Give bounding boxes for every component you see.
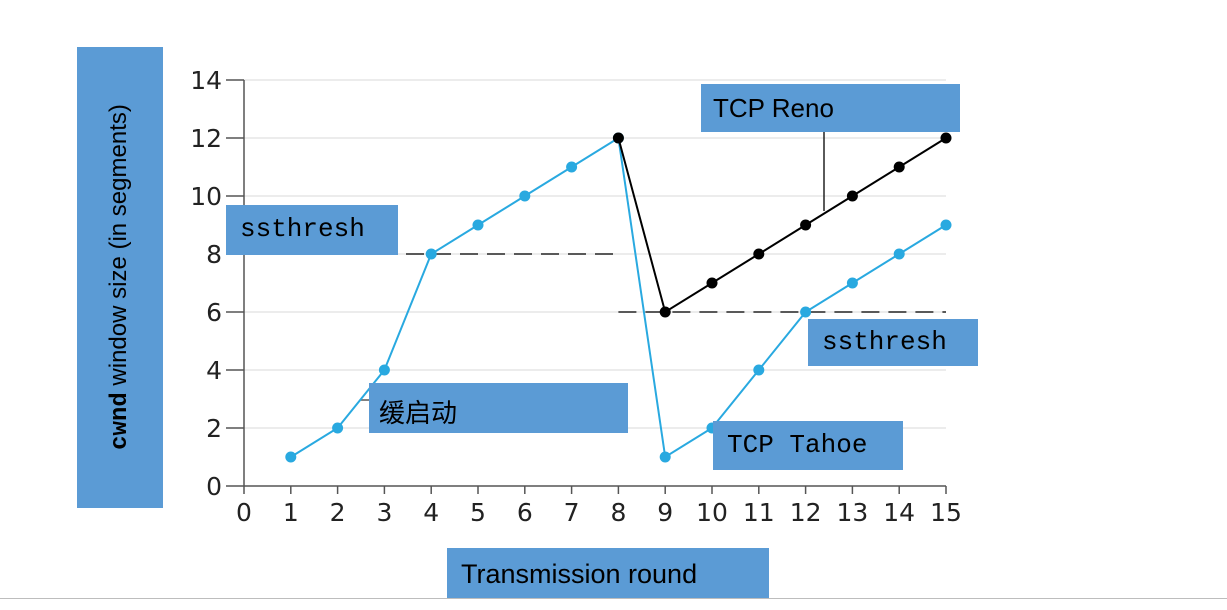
data-point: [893, 161, 905, 173]
x-axis-label: Transmission round: [447, 548, 769, 598]
data-point: [940, 219, 952, 231]
x-tick-label: 14: [883, 498, 915, 527]
data-point: [378, 364, 390, 376]
data-point: [519, 190, 531, 202]
x-tick-label: 9: [657, 498, 673, 527]
y-tick-label: 12: [190, 124, 222, 153]
tcp-tahoe-callout: TCP Tahoe: [713, 421, 903, 470]
x-tick-label: 3: [376, 498, 392, 527]
data-point: [753, 364, 765, 376]
y-axis-label-cwnd: cwnd: [107, 392, 134, 450]
x-tick-label: 11: [743, 498, 775, 527]
y-tick-label: 8: [206, 240, 222, 269]
data-point: [846, 277, 858, 289]
x-tick-label: 15: [930, 498, 962, 527]
bottom-divider: [0, 598, 1227, 599]
x-tick-label: 12: [790, 498, 822, 527]
x-tick-label: 1: [283, 498, 299, 527]
data-point: [846, 190, 858, 202]
y-axis-label: cwnd window size (in segments): [104, 57, 136, 497]
y-axis-label-rest: window size (in segments): [105, 104, 132, 393]
x-tick-label: 10: [696, 498, 728, 527]
data-point: [285, 451, 297, 463]
y-tick-label: 2: [206, 414, 222, 443]
data-point: [753, 248, 765, 260]
series-line: [617, 137, 947, 314]
ssthresh-callout-after-loss: ssthresh: [808, 319, 978, 366]
data-point: [566, 161, 578, 173]
x-tick-label: 0: [236, 498, 252, 527]
data-point: [893, 248, 905, 260]
data-point: [659, 306, 671, 318]
ssthresh-callout-initial: ssthresh: [226, 205, 398, 255]
x-tick-label: 2: [330, 498, 346, 527]
y-tick-label: 0: [206, 472, 222, 501]
x-tick-label: 8: [610, 498, 626, 527]
data-point: [706, 277, 718, 289]
y-axis-label-box: [77, 47, 163, 508]
data-point: [659, 451, 671, 463]
x-tick-label: 5: [470, 498, 486, 527]
x-tick-label: 13: [836, 498, 868, 527]
x-tick-label: 6: [517, 498, 533, 527]
y-tick-label: 14: [190, 66, 222, 95]
y-tick-label: 6: [206, 298, 222, 327]
slow-start-callout: 缓启动: [369, 383, 628, 433]
y-tick-label: 10: [190, 182, 222, 211]
data-point: [472, 219, 484, 231]
data-point: [800, 306, 812, 318]
y-tick-label: 4: [206, 356, 222, 385]
data-point: [940, 132, 952, 144]
data-point: [800, 219, 812, 231]
data-point: [425, 248, 437, 260]
x-tick-label: 7: [564, 498, 580, 527]
data-point: [612, 132, 624, 144]
data-point: [332, 422, 344, 434]
x-tick-label: 4: [423, 498, 439, 527]
tcp-reno-callout: TCP Reno: [701, 84, 960, 132]
